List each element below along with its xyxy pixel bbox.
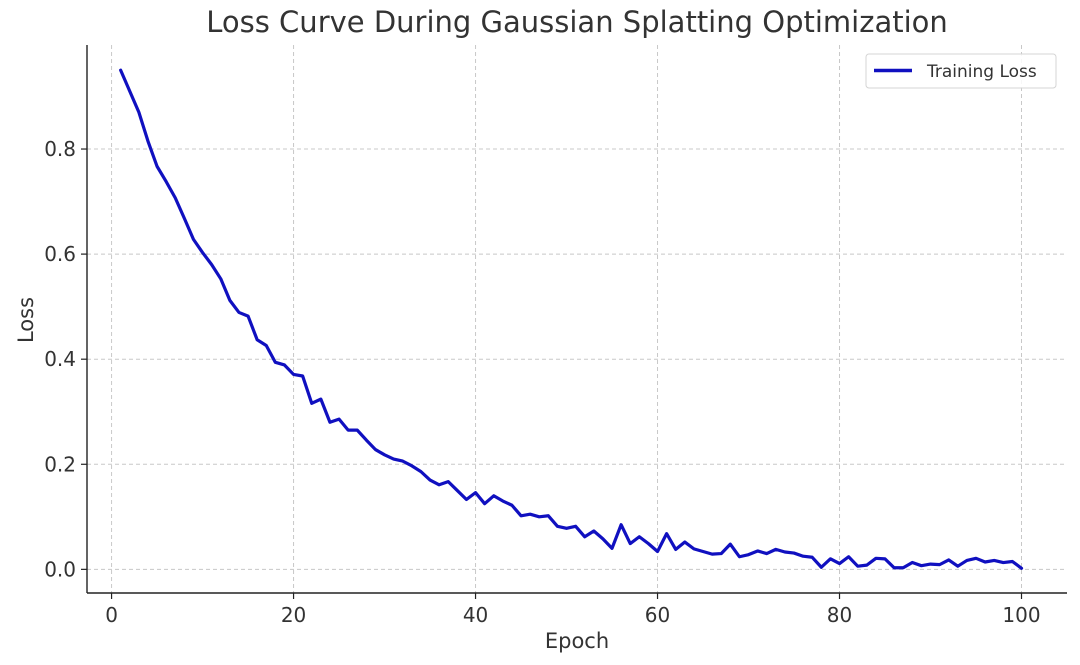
y-tick-label: 0.0: [44, 557, 76, 581]
x-tick-label: 0: [105, 603, 118, 627]
y-tick-label: 0.2: [44, 452, 76, 476]
legend-box: [865, 53, 1057, 89]
legend-label: Training Loss: [926, 62, 1037, 82]
x-tick-label: 40: [463, 603, 488, 627]
y-axis-label: Loss: [14, 297, 38, 343]
x-axis-label: Epoch: [545, 629, 609, 653]
axes: [86, 45, 1067, 594]
x-tick-label: 100: [1002, 603, 1040, 627]
ticks: 0 20 40 60 80 100 0.0 0.2 0.4 0.6 0.8: [44, 137, 1040, 627]
legend: Training Loss: [865, 53, 1057, 89]
grid: [87, 45, 1067, 593]
series-line-training-loss: [119, 68, 1024, 570]
chart-title: Loss Curve During Gaussian Splatting Opt…: [206, 5, 948, 39]
x-tick-label: 60: [645, 603, 670, 627]
y-tick-label: 0.4: [44, 347, 76, 371]
x-tick-label: 80: [827, 603, 852, 627]
y-tick-label: 0.8: [44, 137, 76, 161]
series-layer: [119, 68, 1024, 570]
y-tick-label: 0.6: [44, 242, 76, 266]
x-tick-label: 20: [281, 603, 306, 627]
